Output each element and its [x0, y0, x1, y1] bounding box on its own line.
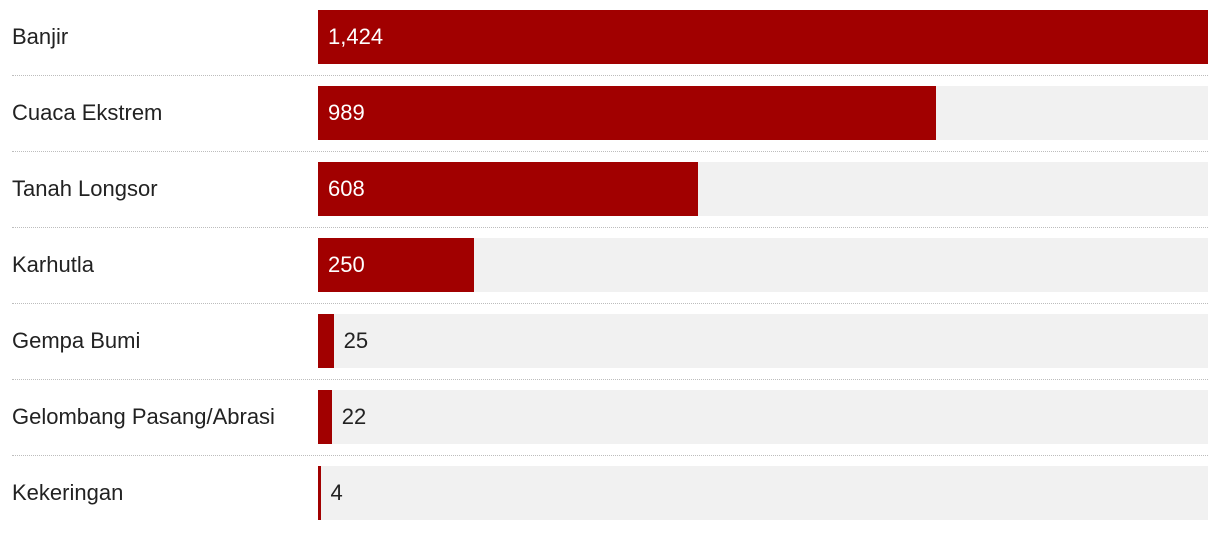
value-label: 4	[330, 480, 343, 505]
bar-row: Gempa Bumi 25	[0, 314, 1220, 390]
category-label: Tanah Longsor	[12, 176, 158, 201]
bar-track: 22	[318, 390, 1208, 444]
value-label: 608	[328, 176, 365, 201]
row-divider	[12, 227, 1208, 228]
bar-track: 608	[318, 162, 1208, 216]
row-divider	[12, 379, 1208, 380]
category-label: Karhutla	[12, 252, 94, 277]
category-label: Gelombang Pasang/Abrasi	[12, 404, 275, 429]
bar-row: Karhutla 250	[0, 238, 1220, 314]
value-label: 25	[343, 328, 369, 353]
value-label: 22	[341, 404, 367, 429]
bar	[318, 390, 332, 444]
category-label: Banjir	[12, 24, 69, 49]
bar-chart: Banjir 1,424 Cuaca Ekstrem 989 Tanah Longsor…	[0, 10, 1220, 520]
value-label: 250	[328, 252, 365, 277]
bar-track: 4	[318, 466, 1208, 520]
row-divider	[12, 455, 1208, 456]
category-label: Cuaca Ekstrem	[12, 100, 163, 125]
bar-track: 25	[318, 314, 1208, 368]
bar	[318, 10, 1208, 64]
value-label: 1,424	[328, 24, 384, 49]
bar-track: 989	[318, 86, 1208, 140]
bar	[318, 314, 334, 368]
bar	[318, 466, 321, 520]
bar-row: Kekeringan 4	[0, 466, 1220, 542]
row-divider	[12, 151, 1208, 152]
bar	[318, 162, 698, 216]
category-label: Gempa Bumi	[12, 328, 141, 353]
bar-row: Tanah Longsor 608	[0, 162, 1220, 238]
value-label: 989	[328, 100, 365, 125]
bar-track: 1,424	[318, 10, 1208, 64]
bar	[318, 238, 475, 292]
bar-track: 250	[318, 238, 1208, 292]
bar-row: Gelombang Pasang/Abrasi 22	[0, 390, 1220, 466]
row-divider	[12, 75, 1208, 76]
bar-row: Cuaca Ekstrem 989	[0, 86, 1220, 162]
category-label: Kekeringan	[12, 480, 124, 505]
bar-row: Banjir 1,424	[0, 10, 1220, 86]
bar	[318, 86, 937, 140]
row-divider	[12, 303, 1208, 304]
